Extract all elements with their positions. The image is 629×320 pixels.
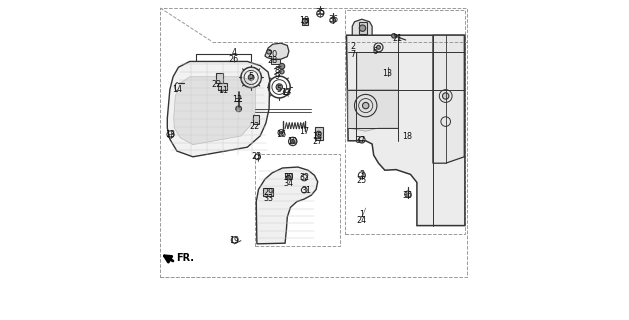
Circle shape: [377, 45, 381, 49]
Text: 35: 35: [315, 8, 325, 17]
Polygon shape: [256, 167, 318, 244]
Text: 19: 19: [229, 236, 239, 245]
Text: 23: 23: [252, 152, 262, 161]
Polygon shape: [433, 35, 464, 163]
Circle shape: [442, 93, 449, 99]
Text: 25: 25: [357, 176, 367, 185]
Circle shape: [316, 131, 321, 136]
Text: 27: 27: [313, 137, 323, 146]
Text: 18: 18: [403, 132, 412, 140]
Polygon shape: [357, 52, 398, 90]
Polygon shape: [348, 90, 398, 131]
Text: 2: 2: [350, 42, 355, 51]
Text: 5: 5: [248, 72, 253, 81]
Text: 22: 22: [211, 80, 221, 89]
Text: FR.: FR.: [176, 252, 194, 263]
Polygon shape: [174, 77, 255, 145]
Circle shape: [286, 175, 291, 180]
Circle shape: [248, 75, 254, 80]
Text: 16: 16: [276, 130, 286, 139]
Bar: [255, 154, 340, 246]
Text: 33: 33: [263, 194, 273, 203]
Bar: [216, 73, 223, 83]
Bar: [302, 18, 308, 25]
Circle shape: [303, 19, 308, 24]
Circle shape: [267, 50, 271, 54]
Bar: [218, 83, 226, 90]
Text: 34: 34: [284, 179, 294, 188]
Circle shape: [362, 102, 369, 109]
Text: 3: 3: [359, 170, 364, 179]
Text: 1: 1: [359, 210, 364, 219]
Circle shape: [359, 25, 365, 31]
Text: 13: 13: [165, 130, 175, 139]
Text: 17: 17: [299, 127, 309, 136]
Text: 10: 10: [287, 137, 297, 146]
Circle shape: [280, 69, 284, 74]
Text: 37: 37: [356, 136, 366, 145]
Ellipse shape: [205, 100, 229, 118]
Circle shape: [236, 106, 242, 112]
Text: 11: 11: [218, 86, 228, 95]
Text: 4: 4: [231, 48, 237, 57]
Circle shape: [392, 34, 396, 38]
Text: 31: 31: [301, 186, 311, 195]
Bar: [359, 22, 367, 34]
Text: 7: 7: [350, 50, 355, 59]
Text: 36: 36: [403, 191, 412, 200]
Text: 12: 12: [233, 95, 243, 104]
Bar: [285, 173, 292, 179]
Polygon shape: [265, 43, 289, 59]
Text: 18: 18: [299, 16, 309, 25]
Bar: [264, 188, 273, 196]
Text: 32: 32: [299, 173, 309, 182]
Polygon shape: [167, 61, 270, 157]
Text: 36: 36: [328, 15, 338, 24]
Circle shape: [279, 63, 285, 69]
Text: 29: 29: [263, 188, 273, 197]
Text: 30: 30: [284, 173, 294, 182]
Bar: [345, 10, 465, 234]
Text: 5: 5: [277, 85, 282, 94]
Text: 22: 22: [250, 122, 260, 131]
Bar: [160, 8, 467, 277]
Circle shape: [276, 84, 282, 90]
Text: 24: 24: [357, 216, 367, 225]
Text: 21: 21: [392, 34, 403, 43]
Polygon shape: [352, 19, 372, 35]
Text: 15: 15: [313, 132, 323, 140]
Text: 9: 9: [274, 72, 279, 81]
Bar: [253, 115, 259, 124]
Circle shape: [280, 132, 282, 134]
Text: 13: 13: [382, 69, 392, 78]
Text: 13: 13: [281, 88, 291, 97]
Bar: [270, 59, 281, 64]
Circle shape: [291, 140, 294, 143]
Text: 28: 28: [267, 56, 277, 65]
Text: 20: 20: [267, 50, 277, 59]
Text: 6: 6: [373, 47, 378, 56]
Text: 14: 14: [172, 85, 182, 94]
Text: 8: 8: [274, 66, 279, 75]
Text: 26: 26: [229, 55, 239, 64]
Polygon shape: [347, 35, 465, 226]
Bar: [314, 127, 323, 140]
